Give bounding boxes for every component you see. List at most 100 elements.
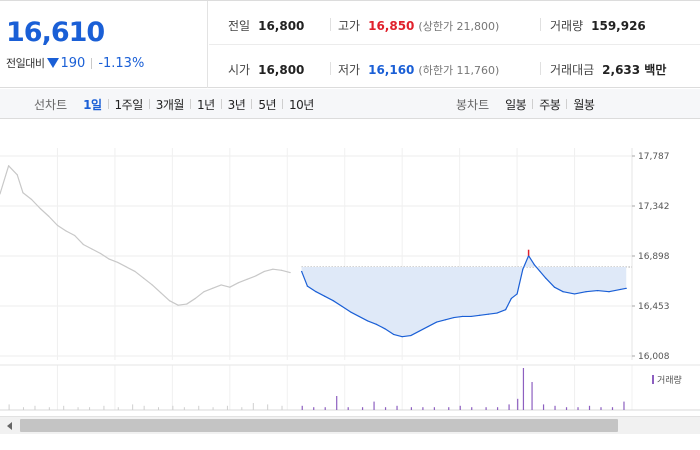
stats-row-divider xyxy=(209,44,700,45)
volume-legend-label: 거래량 xyxy=(657,374,682,386)
series-point xyxy=(0,193,1,195)
period-divider xyxy=(566,99,568,109)
stat-trade-value: 거래대금 2,633 백만 xyxy=(550,61,666,78)
series-point xyxy=(401,336,403,338)
volume-bar xyxy=(588,405,591,410)
series-point xyxy=(553,286,556,288)
volume-bar xyxy=(496,407,499,410)
series-point xyxy=(289,271,291,274)
series-point xyxy=(194,297,196,300)
volume-bar xyxy=(373,401,375,410)
volume-bar xyxy=(361,407,364,410)
trade-value: 2,633 백만 xyxy=(602,63,667,77)
open-value: 16,800 xyxy=(258,63,305,77)
volume-bar xyxy=(252,403,254,410)
volume-bar xyxy=(623,401,625,410)
y-axis: 17,787 17,342 16,898 16,453 16,008 xyxy=(632,152,670,362)
trade-value-label: 거래대금 xyxy=(550,63,595,77)
series-point xyxy=(510,297,512,300)
volume-bar xyxy=(471,407,473,410)
series-point xyxy=(444,319,446,321)
series-point xyxy=(516,293,518,295)
volume-bar xyxy=(611,407,614,410)
series-point xyxy=(99,252,102,255)
series-point xyxy=(186,303,188,305)
series-point xyxy=(332,300,334,302)
series-point xyxy=(349,311,352,313)
period-1y[interactable]: 1년 xyxy=(196,97,215,112)
price-lines xyxy=(0,165,627,338)
candle-daily[interactable]: 일봉 xyxy=(505,97,527,112)
series-point xyxy=(470,315,472,318)
volume-bar xyxy=(542,404,545,410)
series-point xyxy=(375,323,377,325)
series-point xyxy=(108,258,110,260)
series-point xyxy=(39,207,41,210)
volume-bar xyxy=(77,407,79,410)
volume-bar xyxy=(281,405,283,410)
series-point xyxy=(306,285,308,287)
period-3m[interactable]: 3개월 xyxy=(155,97,185,112)
series-point xyxy=(272,268,274,270)
scrollbar-thumb[interactable] xyxy=(20,419,618,432)
volume-bar xyxy=(410,407,412,410)
y-tick-label: 16,898 xyxy=(638,252,670,262)
series-point xyxy=(392,333,395,336)
y-tick-label: 16,453 xyxy=(638,302,670,312)
stat-divider xyxy=(330,18,331,31)
period-10y[interactable]: 10년 xyxy=(289,97,314,112)
period-divider xyxy=(148,99,150,109)
series-point xyxy=(151,284,153,286)
volume-value: 159,926 xyxy=(591,19,646,33)
stat-divider xyxy=(540,62,541,75)
change-label: 전일대비 xyxy=(6,57,45,70)
series-point xyxy=(125,266,127,268)
series-point xyxy=(315,291,317,293)
series-point xyxy=(324,295,326,297)
series-point xyxy=(56,224,59,226)
volume-bar xyxy=(8,404,10,410)
volume-bar xyxy=(313,407,315,410)
candle-weekly[interactable]: 주봉 xyxy=(539,97,561,112)
line-chart-period-group: 선차트 1일 1주일 3개월 1년 3년 5년 10년 xyxy=(34,89,320,119)
volume-bar xyxy=(577,407,579,410)
arrow-left-icon[interactable] xyxy=(0,417,18,434)
stat-prev-close: 전일 16,800 xyxy=(228,17,304,34)
volume-bar xyxy=(565,407,568,410)
chart-grid xyxy=(0,148,700,411)
price-chart[interactable]: 17,787 17,342 16,898 16,453 16,008 거래량 xyxy=(0,120,700,416)
volume-bar xyxy=(301,405,303,410)
volume-legend-swatch xyxy=(652,375,654,384)
volume-bar xyxy=(103,405,105,410)
series-point xyxy=(177,304,179,306)
volume-bar xyxy=(517,398,519,410)
low-label: 저가 xyxy=(338,63,361,77)
volume-bar xyxy=(396,405,398,410)
volume-bar xyxy=(241,407,243,410)
volume-bar xyxy=(448,407,450,410)
volume-bar xyxy=(508,404,510,410)
series-point xyxy=(533,264,535,266)
series-point xyxy=(522,268,524,270)
series-point xyxy=(596,289,599,292)
candle-chart-period-group: 봉차트 일봉 주봉 월봉 xyxy=(456,89,600,119)
period-1w[interactable]: 1주일 xyxy=(114,97,144,112)
series-line-prior xyxy=(0,165,291,306)
prev-close-value: 16,800 xyxy=(258,19,305,33)
period-3y[interactable]: 3년 xyxy=(227,97,246,112)
period-5y[interactable]: 5년 xyxy=(258,97,277,112)
period-1d[interactable]: 1일 xyxy=(83,97,102,112)
quote-summary: 16,610 전일대비 190 -1.13% 전일 16,800 고가 16,8… xyxy=(0,0,700,88)
series-point xyxy=(479,314,481,316)
volume-bar xyxy=(117,407,119,410)
candle-monthly[interactable]: 월봉 xyxy=(573,97,595,112)
candle-chart-label: 봉차트 xyxy=(456,97,490,112)
volume-bar xyxy=(183,407,185,410)
chart-scrollbar[interactable] xyxy=(0,416,700,434)
lower-limit: (하한가 11,760) xyxy=(418,64,500,77)
series-point xyxy=(453,316,455,319)
current-price: 16,610 xyxy=(6,17,105,48)
volume-bar xyxy=(324,407,326,410)
series-point xyxy=(358,315,360,318)
upper-limit: (상한가 21,800) xyxy=(418,20,500,33)
